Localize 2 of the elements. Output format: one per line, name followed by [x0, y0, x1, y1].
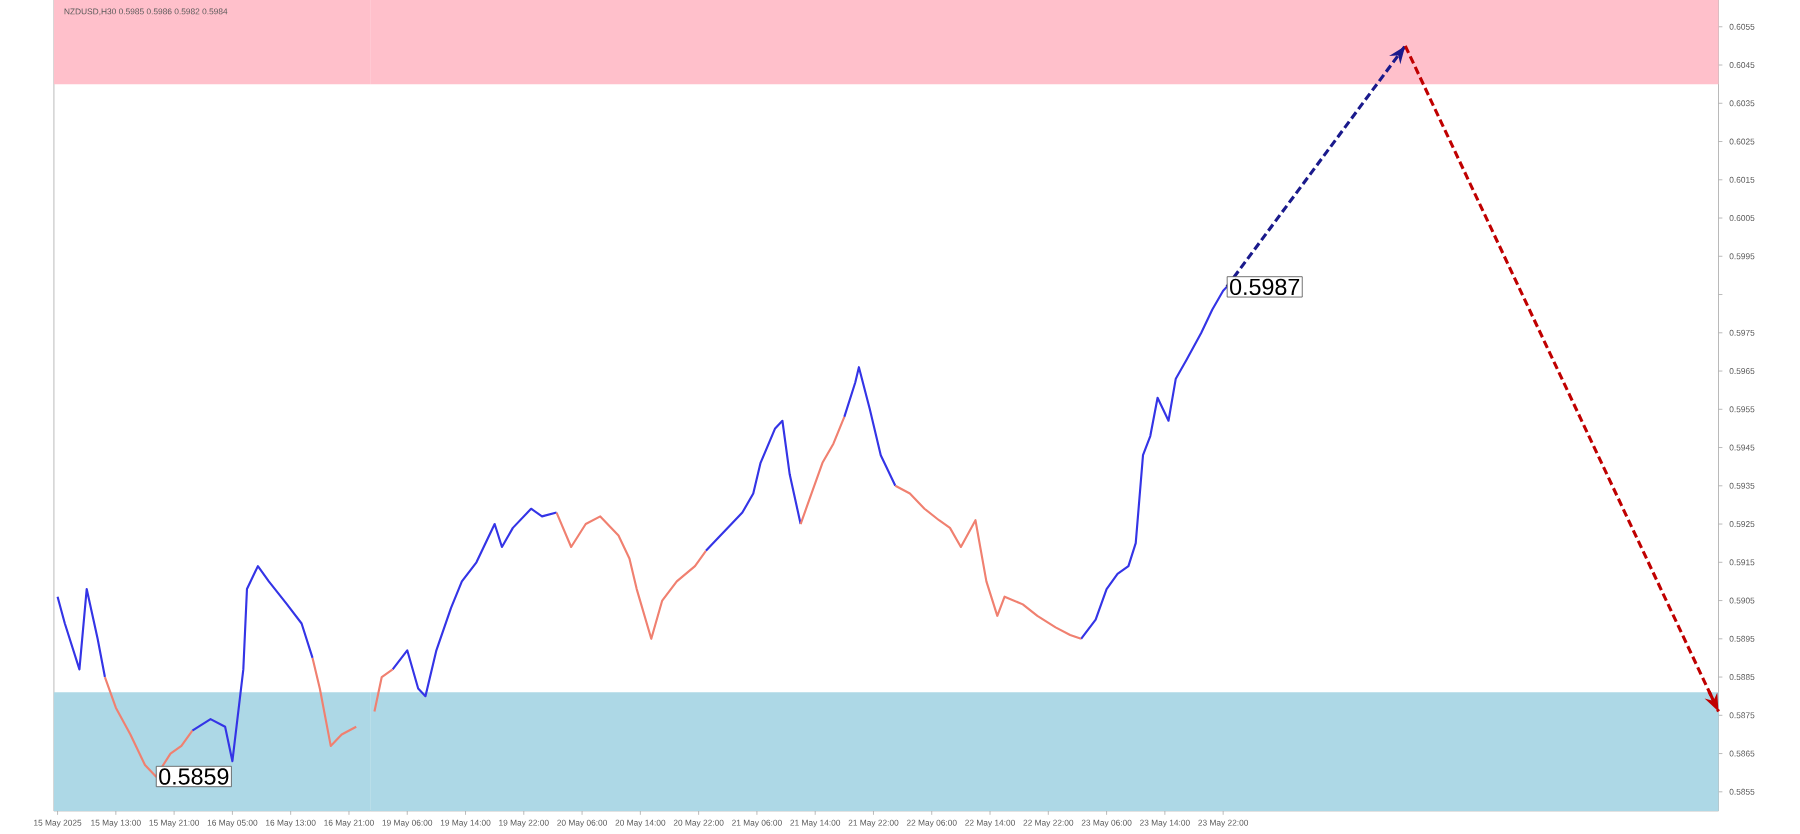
- annotation: 0.5987: [1230, 278, 1300, 296]
- annotation: 0.5859: [159, 768, 229, 785]
